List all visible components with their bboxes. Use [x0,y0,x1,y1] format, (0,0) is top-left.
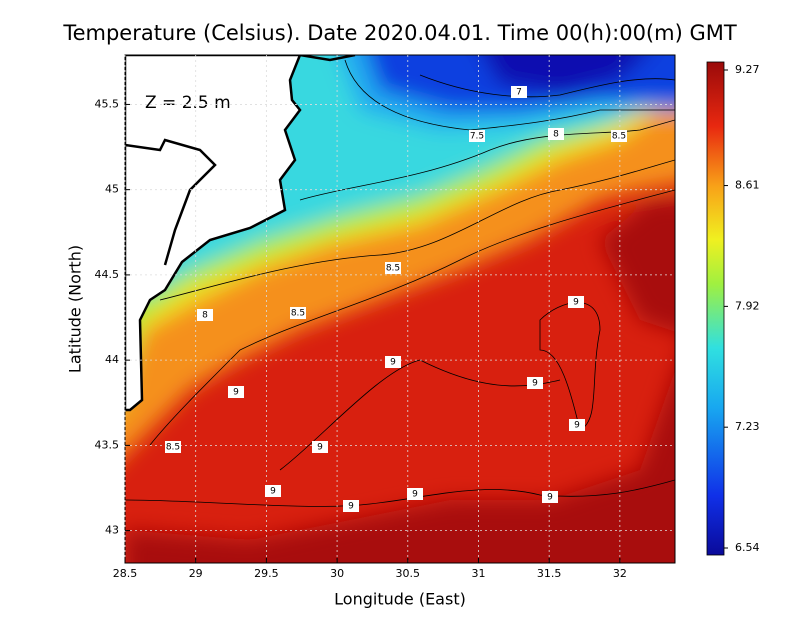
contour-label-bg [228,386,244,398]
contour-label-bg [165,441,181,453]
colorbar-tick-label: 7.23 [735,420,760,433]
contour-label: 9 [532,379,538,389]
contour-label: 9 [574,421,580,431]
x-tick-label: 30.5 [396,567,421,580]
contour-label-bg [469,130,485,142]
contour-label: 9 [573,298,579,308]
contour-label: 9 [233,388,239,398]
contour-label-bg [265,485,281,497]
contour-label-bg [385,262,401,274]
y-tick-label: 43 [105,524,119,537]
colorbar-tick-label: 6.54 [735,541,760,554]
depth-annotation: Z = 2.5 m [145,93,231,113]
contour-label: 9 [412,490,418,500]
contour-label-bg [569,419,585,431]
temperature-field [125,55,675,563]
x-tick-label: 31.5 [537,567,562,580]
colorbar-tick-label: 7.92 [735,299,760,312]
contour-label: 9 [270,487,276,497]
contour-label: 7 [516,88,522,98]
x-tick-label: 29.5 [254,567,279,580]
contour-label: 9 [348,502,354,512]
contour-label: 8 [202,311,208,321]
contour-label-bg [290,307,306,319]
x-tick-label: 32 [613,567,627,580]
colorbar-tick-label: 9.27 [735,63,760,76]
y-axis-label: Latitude (North) [66,245,85,373]
contour-label: 8.5 [291,309,305,319]
contour-label: 8.5 [612,132,626,142]
contour-label-bg [407,488,423,500]
y-tick-label: 45.5 [95,97,120,110]
contour-label: 9 [317,443,323,453]
contour-label: 8 [553,130,559,140]
contour-label: 8.5 [166,443,180,453]
y-tick-label: 45 [105,183,119,196]
colorbar-tick-label: 8.61 [735,179,760,192]
contour-label: 9 [390,358,396,368]
contour-label-bg [511,86,527,98]
x-tick-label: 31 [471,567,485,580]
contour-label: 9 [547,493,553,503]
contour-label-bg [568,296,584,308]
x-tick-label: 30 [330,567,344,580]
contour-label-bg [197,309,213,321]
contour-label-bg [385,356,401,368]
x-axis-label: Longitude (East) [334,590,466,609]
y-tick-label: 44 [105,353,119,366]
x-tick-label: 28.5 [113,567,138,580]
contour-label-bg [343,500,359,512]
contour-label-bg [312,441,328,453]
contour-label-bg [611,130,627,142]
contour-label-bg [527,377,543,389]
colorbar [706,61,725,556]
contour-label-bg [548,128,564,140]
contour-label: 7.5 [470,132,484,142]
contour-label-bg [542,491,558,503]
contour-label: 8.5 [386,264,400,274]
plot-frame [124,54,676,564]
y-tick-label: 44.5 [95,268,120,281]
y-tick-label: 43.5 [95,438,120,451]
x-tick-label: 29 [189,567,203,580]
title: Temperature (Celsius). Date 2020.04.01. … [62,21,737,45]
